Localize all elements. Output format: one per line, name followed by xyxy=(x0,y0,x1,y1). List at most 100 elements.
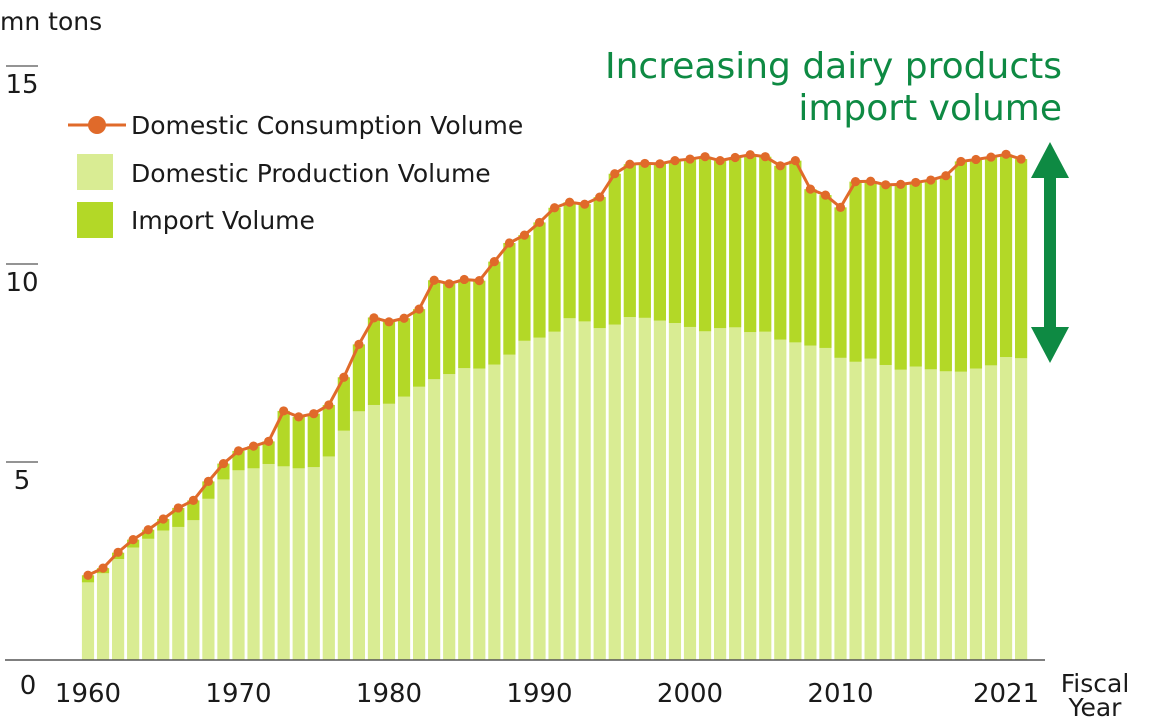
consumption-point xyxy=(279,406,289,416)
consumption-point xyxy=(1016,154,1026,164)
production-bar xyxy=(337,430,350,660)
import-bar xyxy=(729,157,742,328)
consumption-point xyxy=(324,400,334,410)
x-tick-label: 2021 xyxy=(973,679,1039,709)
consumption-point xyxy=(369,313,379,323)
production-bar xyxy=(683,326,697,660)
production-bar xyxy=(142,538,155,660)
production-bar xyxy=(909,366,922,660)
import-bar xyxy=(352,344,365,412)
production-bar xyxy=(969,368,983,660)
consumption-point xyxy=(339,372,349,382)
import-bar xyxy=(563,202,576,319)
consumption-point xyxy=(881,180,891,190)
import-bar xyxy=(503,243,516,355)
consumption-point xyxy=(805,184,816,194)
production-bar xyxy=(81,582,95,660)
import-bar xyxy=(277,410,290,467)
import-bar xyxy=(247,446,260,469)
consumption-point xyxy=(233,446,244,456)
import-bar xyxy=(367,317,381,405)
import-bar xyxy=(172,507,185,527)
production-bar xyxy=(894,369,907,660)
consumption-point xyxy=(309,409,319,419)
import-bar xyxy=(608,173,621,325)
import-bar xyxy=(789,160,802,343)
production-bar xyxy=(187,520,200,660)
production-bar xyxy=(698,331,712,660)
production-bar xyxy=(488,364,501,660)
production-bar xyxy=(413,386,426,660)
import-bar xyxy=(1015,159,1028,359)
production-bar xyxy=(864,358,877,660)
consumption-point xyxy=(820,190,831,200)
import-bar xyxy=(382,321,396,404)
consumption-point xyxy=(790,156,800,166)
consumption-point xyxy=(760,152,770,162)
production-bar xyxy=(473,368,486,660)
production-bar xyxy=(804,345,817,660)
x-tick-label: 1980 xyxy=(356,679,422,709)
consumption-point xyxy=(655,159,665,169)
production-bar xyxy=(729,327,742,660)
production-bar xyxy=(789,342,802,660)
production-bar xyxy=(127,547,140,660)
import-bar xyxy=(759,156,772,332)
import-bar xyxy=(668,160,682,324)
production-bar xyxy=(578,321,591,660)
consumption-point xyxy=(956,156,966,167)
production-bar xyxy=(172,526,185,660)
consumption-point xyxy=(474,276,484,286)
consumption-point xyxy=(384,317,394,327)
production-bar xyxy=(518,340,531,660)
production-bar xyxy=(984,365,998,660)
import-bar xyxy=(894,184,907,370)
x-axis: 1960 1970 1980 1990 2000 2010 2021 xyxy=(55,679,1039,709)
x-tick-label: 1960 xyxy=(55,679,121,709)
y-tick-label: 15 xyxy=(5,70,38,100)
production-bar xyxy=(232,470,245,660)
import-bar xyxy=(924,180,937,370)
production-bar xyxy=(262,463,275,660)
consumption-point xyxy=(580,199,590,209)
import-bar xyxy=(533,222,546,338)
consumption-point xyxy=(715,156,725,166)
production-bar xyxy=(247,468,260,660)
production-bar xyxy=(879,364,892,660)
x-tick-label: 2010 xyxy=(807,679,873,709)
import-bar xyxy=(954,161,967,372)
production-bar xyxy=(322,456,335,660)
consumption-point xyxy=(203,476,213,487)
production-bar xyxy=(458,368,471,660)
consumption-point xyxy=(1001,149,1011,159)
consumption-point xyxy=(730,152,740,163)
annotation-line2: import volume xyxy=(798,88,1062,129)
production-bar xyxy=(999,357,1013,660)
consumption-point xyxy=(835,202,846,212)
legend-production-swatch xyxy=(77,154,113,190)
consumption-point xyxy=(850,177,861,187)
production-bar xyxy=(292,468,305,660)
import-bar xyxy=(157,519,170,531)
consumption-point xyxy=(218,458,229,469)
import-bar xyxy=(307,413,320,468)
import-bar xyxy=(623,164,636,318)
consumption-point xyxy=(866,176,876,186)
production-bar xyxy=(653,320,666,660)
import-bar xyxy=(443,283,456,375)
production-bar xyxy=(563,318,576,660)
production-bar xyxy=(714,328,727,660)
consumption-point xyxy=(489,257,499,267)
import-bar xyxy=(969,159,983,369)
y-axis: 0 5 10 15 xyxy=(5,65,39,701)
production-bar xyxy=(367,404,381,660)
import-bar xyxy=(548,207,561,332)
consumption-point xyxy=(670,156,680,166)
consumption-point xyxy=(248,441,259,451)
consumption-point xyxy=(911,177,921,188)
import-bar xyxy=(428,280,441,380)
legend: Domestic Consumption Volume Domestic Pro… xyxy=(68,111,523,238)
production-bar xyxy=(819,347,832,660)
import-bar xyxy=(413,309,426,387)
import-bar xyxy=(698,156,712,332)
